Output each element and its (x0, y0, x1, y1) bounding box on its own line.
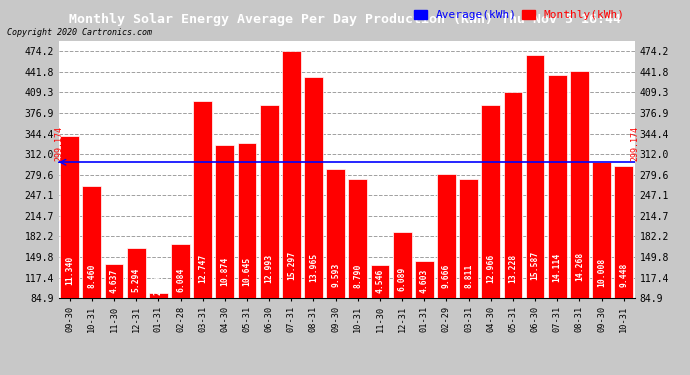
Text: 6.084: 6.084 (176, 267, 185, 292)
Bar (459, 179, 478, 352)
Text: 15.297: 15.297 (287, 251, 296, 280)
Text: 12.966: 12.966 (486, 254, 495, 284)
Bar (570, 72, 589, 352)
Bar (127, 248, 146, 352)
Bar (326, 170, 345, 352)
Bar (304, 78, 323, 352)
Text: 10.008: 10.008 (597, 258, 606, 287)
Text: 5.294: 5.294 (132, 268, 141, 292)
Text: 9.666: 9.666 (442, 263, 451, 288)
Bar (371, 266, 389, 352)
Bar (171, 244, 190, 352)
Bar (393, 232, 411, 352)
Text: 9.593: 9.593 (331, 263, 340, 287)
Text: 15.587: 15.587 (531, 251, 540, 280)
Bar (83, 186, 101, 352)
Text: 11.340: 11.340 (66, 256, 75, 285)
Text: 10.874: 10.874 (220, 256, 229, 286)
Text: 6.089: 6.089 (397, 267, 406, 291)
Text: 4.603: 4.603 (420, 268, 428, 293)
Text: 8.790: 8.790 (353, 264, 362, 288)
Bar (592, 162, 611, 352)
Text: 13.965: 13.965 (309, 252, 318, 282)
Text: 13.228: 13.228 (509, 254, 518, 283)
Bar (259, 105, 279, 352)
Text: 8.811: 8.811 (464, 263, 473, 288)
Text: 12.993: 12.993 (265, 254, 274, 284)
Bar (215, 145, 235, 352)
Bar (105, 264, 124, 352)
Text: 9.448: 9.448 (619, 262, 628, 287)
Text: Copyright 2020 Cartronics.com: Copyright 2020 Cartronics.com (7, 28, 152, 38)
Text: 10.645: 10.645 (242, 256, 252, 286)
Bar (437, 174, 456, 352)
Text: 14.114: 14.114 (553, 252, 562, 282)
Text: 8.460: 8.460 (88, 264, 97, 288)
Text: Monthly Solar Energy Average Per Day Production (KWh) Thu Nov 5 16:44: Monthly Solar Energy Average Per Day Pro… (69, 13, 621, 26)
Text: 14.268: 14.268 (575, 252, 584, 281)
Bar (237, 143, 257, 352)
Bar (526, 56, 544, 352)
Bar (348, 179, 367, 352)
Text: 4.546: 4.546 (375, 268, 384, 293)
Legend: Average(kWh), Monthly(kWh): Average(kWh), Monthly(kWh) (409, 6, 629, 25)
Bar (60, 136, 79, 352)
Bar (193, 101, 212, 352)
Text: 12.747: 12.747 (198, 254, 207, 283)
Bar (415, 261, 434, 352)
Bar (149, 293, 168, 352)
Bar (504, 92, 522, 352)
Text: 2.986: 2.986 (154, 270, 163, 295)
Bar (614, 166, 633, 352)
Text: 299.174: 299.174 (630, 126, 640, 161)
Bar (548, 75, 566, 352)
Bar (282, 51, 301, 352)
Text: 4.637: 4.637 (110, 268, 119, 293)
Bar (482, 105, 500, 352)
Text: 299.174: 299.174 (54, 126, 63, 161)
